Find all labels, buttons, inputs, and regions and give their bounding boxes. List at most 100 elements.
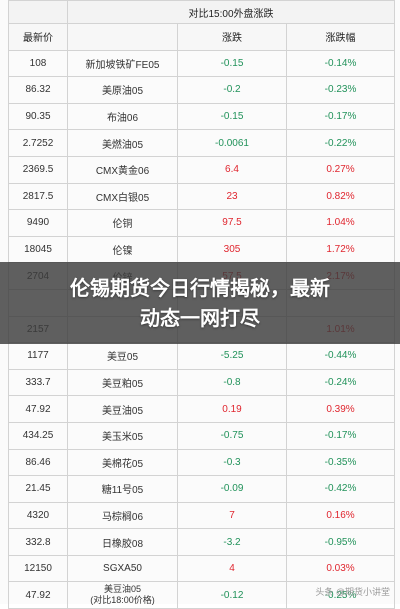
header-change: 涨跌 xyxy=(177,23,287,51)
instrument-name-cell: 美棉花05 xyxy=(67,448,178,477)
pct-change-cell: 1.72% xyxy=(285,235,396,264)
price-cell: 108 xyxy=(8,49,68,78)
watermark: 头条 @期货小讲堂 xyxy=(315,587,390,597)
table-title: 对比15:00外盘涨跌 xyxy=(66,0,396,24)
instrument-name-cell: 美豆油05 (对比18:00价格) xyxy=(67,581,178,609)
table-row: 332.8 日橡胶08 -3.2 -0.95% xyxy=(8,528,396,556)
pct-change-cell: -0.42% xyxy=(285,475,396,503)
change-cell: -0.2 xyxy=(177,76,287,104)
change-cell: 4 xyxy=(177,554,287,583)
change-cell: 305 xyxy=(177,235,287,264)
table-row: 1177 美豆05 -5.25 -0.44% xyxy=(8,342,396,370)
instrument-name-cell: 布油06 xyxy=(67,102,178,131)
table-row: 18045 伦镍 305 1.72% xyxy=(8,235,396,264)
table-title-row: 对比15:00外盘涨跌 xyxy=(8,0,396,24)
instrument-name-cell: 马棕榈06 xyxy=(67,501,178,530)
table-row: 47.92 美豆油05 0.19 0.39% xyxy=(8,395,396,423)
table-row: 86.32 美原油05 -0.2 -0.23% xyxy=(8,76,396,104)
table-row: 434.25 美玉米05 -0.75 -0.17% xyxy=(8,421,396,450)
table-header-row: 最新价 涨跌 涨跌幅 xyxy=(8,23,396,51)
price-cell: 2817.5 xyxy=(8,182,68,211)
price-cell: 86.32 xyxy=(8,76,68,104)
header-pct: 涨跌幅 xyxy=(285,23,396,51)
instrument-name-cell: 美燃油05 xyxy=(67,129,178,157)
headline-banner: 伦锡期货今日行情揭秘，最新 动态一网打尽 xyxy=(0,262,400,344)
change-cell: -0.15 xyxy=(177,49,287,78)
table-row: 108 新加坡铁矿FE05 -0.15 -0.14% xyxy=(8,49,396,78)
instrument-name-cell: 新加坡铁矿FE05 xyxy=(67,49,178,78)
instrument-name-cell: 糖11号05 xyxy=(67,475,178,503)
change-cell: 23 xyxy=(177,182,287,211)
table-row: 9490 伦铜 97.5 1.04% xyxy=(8,209,396,237)
instrument-name-cell: 美玉米05 xyxy=(67,421,178,450)
price-cell: 1177 xyxy=(8,342,68,370)
header-name xyxy=(67,23,178,51)
instrument-name-cell: 美原油05 xyxy=(67,76,178,104)
price-cell: 332.8 xyxy=(8,528,68,556)
instrument-name-cell: 日橡胶08 xyxy=(67,528,178,556)
pct-change-cell: -0.24% xyxy=(285,368,396,397)
change-cell: 0.19 xyxy=(177,395,287,423)
price-cell: 86.46 xyxy=(8,448,68,477)
pct-change-cell: 0.27% xyxy=(285,155,396,184)
price-cell: 434.25 xyxy=(8,421,68,450)
pct-change-cell: -0.17% xyxy=(285,102,396,131)
pct-change-cell: -0.22% xyxy=(285,129,396,157)
table-row: 90.35 布油06 -0.15 -0.17% xyxy=(8,102,396,131)
instrument-name-cell: 美豆油05 xyxy=(67,395,178,423)
price-cell: 12150 xyxy=(8,554,68,583)
instrument-name-cell: SGXA50 xyxy=(67,554,178,583)
instrument-name: 美豆油05 xyxy=(103,584,141,595)
header-price: 最新价 xyxy=(8,23,68,51)
table-row: 12150 SGXA50 4 0.03% xyxy=(8,554,396,583)
table-row: 333.7 美豆粕05 -0.8 -0.24% xyxy=(8,368,396,397)
table-row: 4320 马棕榈06 7 0.16% xyxy=(8,501,396,530)
pct-change-cell: -0.95% xyxy=(285,528,396,556)
instrument-name-cell: 美豆05 xyxy=(67,342,178,370)
change-cell: 6.4 xyxy=(177,155,287,184)
price-cell: 18045 xyxy=(8,235,68,264)
pct-change-cell: -0.44% xyxy=(285,342,396,370)
pct-change-cell: -0.35% xyxy=(285,448,396,477)
price-cell: 333.7 xyxy=(8,368,68,397)
instrument-name-cell: CMX白银05 xyxy=(67,182,178,211)
pct-change-cell: -0.23% xyxy=(285,76,396,104)
change-cell: -5.25 xyxy=(177,342,287,370)
instrument-note: (对比18:00价格) xyxy=(90,595,155,606)
instrument-name-cell: 伦镍 xyxy=(67,235,178,264)
change-cell: -0.0061 xyxy=(177,129,287,157)
change-cell: 97.5 xyxy=(177,209,287,237)
change-cell: -0.12 xyxy=(177,581,287,609)
change-cell: -3.2 xyxy=(177,528,287,556)
change-cell: 7 xyxy=(177,501,287,530)
price-cell: 90.35 xyxy=(8,102,68,131)
change-cell: -0.75 xyxy=(177,421,287,450)
price-cell: 2.7252 xyxy=(8,129,68,157)
pct-change-cell: 0.39% xyxy=(285,395,396,423)
quote-table: 对比15:00外盘涨跌 最新价 涨跌 涨跌幅 108 新加坡铁矿FE05 -0.15… xyxy=(8,0,396,609)
change-cell: -0.09 xyxy=(177,475,287,503)
instrument-name-cell: CMX黄金06 xyxy=(67,155,178,184)
pct-change-cell: 0.16% xyxy=(285,501,396,530)
table-row: 2369.5 CMX黄金06 6.4 0.27% xyxy=(8,155,396,184)
headline-line-1: 伦锡期货今日行情揭秘，最新 xyxy=(70,276,330,300)
instrument-name-cell: 伦铜 xyxy=(67,209,178,237)
price-cell: 4320 xyxy=(8,501,68,530)
price-cell: 21.45 xyxy=(8,475,68,503)
pct-change-cell: 1.04% xyxy=(285,209,396,237)
pct-change-cell: -0.17% xyxy=(285,421,396,450)
pct-change-cell: 0.03% xyxy=(285,554,396,583)
table-row: 2817.5 CMX白银05 23 0.82% xyxy=(8,182,396,211)
headline-line-2: 动态一网打尽 xyxy=(140,306,260,330)
change-cell: -0.15 xyxy=(177,102,287,131)
price-cell: 9490 xyxy=(8,209,68,237)
pct-change-cell: 0.82% xyxy=(285,182,396,211)
price-cell: 47.92 xyxy=(8,581,68,609)
change-cell: -0.8 xyxy=(177,368,287,397)
table-row: 21.45 糖11号05 -0.09 -0.42% xyxy=(8,475,396,503)
change-cell: -0.3 xyxy=(177,448,287,477)
instrument-name-cell: 美豆粕05 xyxy=(67,368,178,397)
table-row: 2.7252 美燃油05 -0.0061 -0.22% xyxy=(8,129,396,157)
pct-change-cell: -0.14% xyxy=(285,49,396,78)
